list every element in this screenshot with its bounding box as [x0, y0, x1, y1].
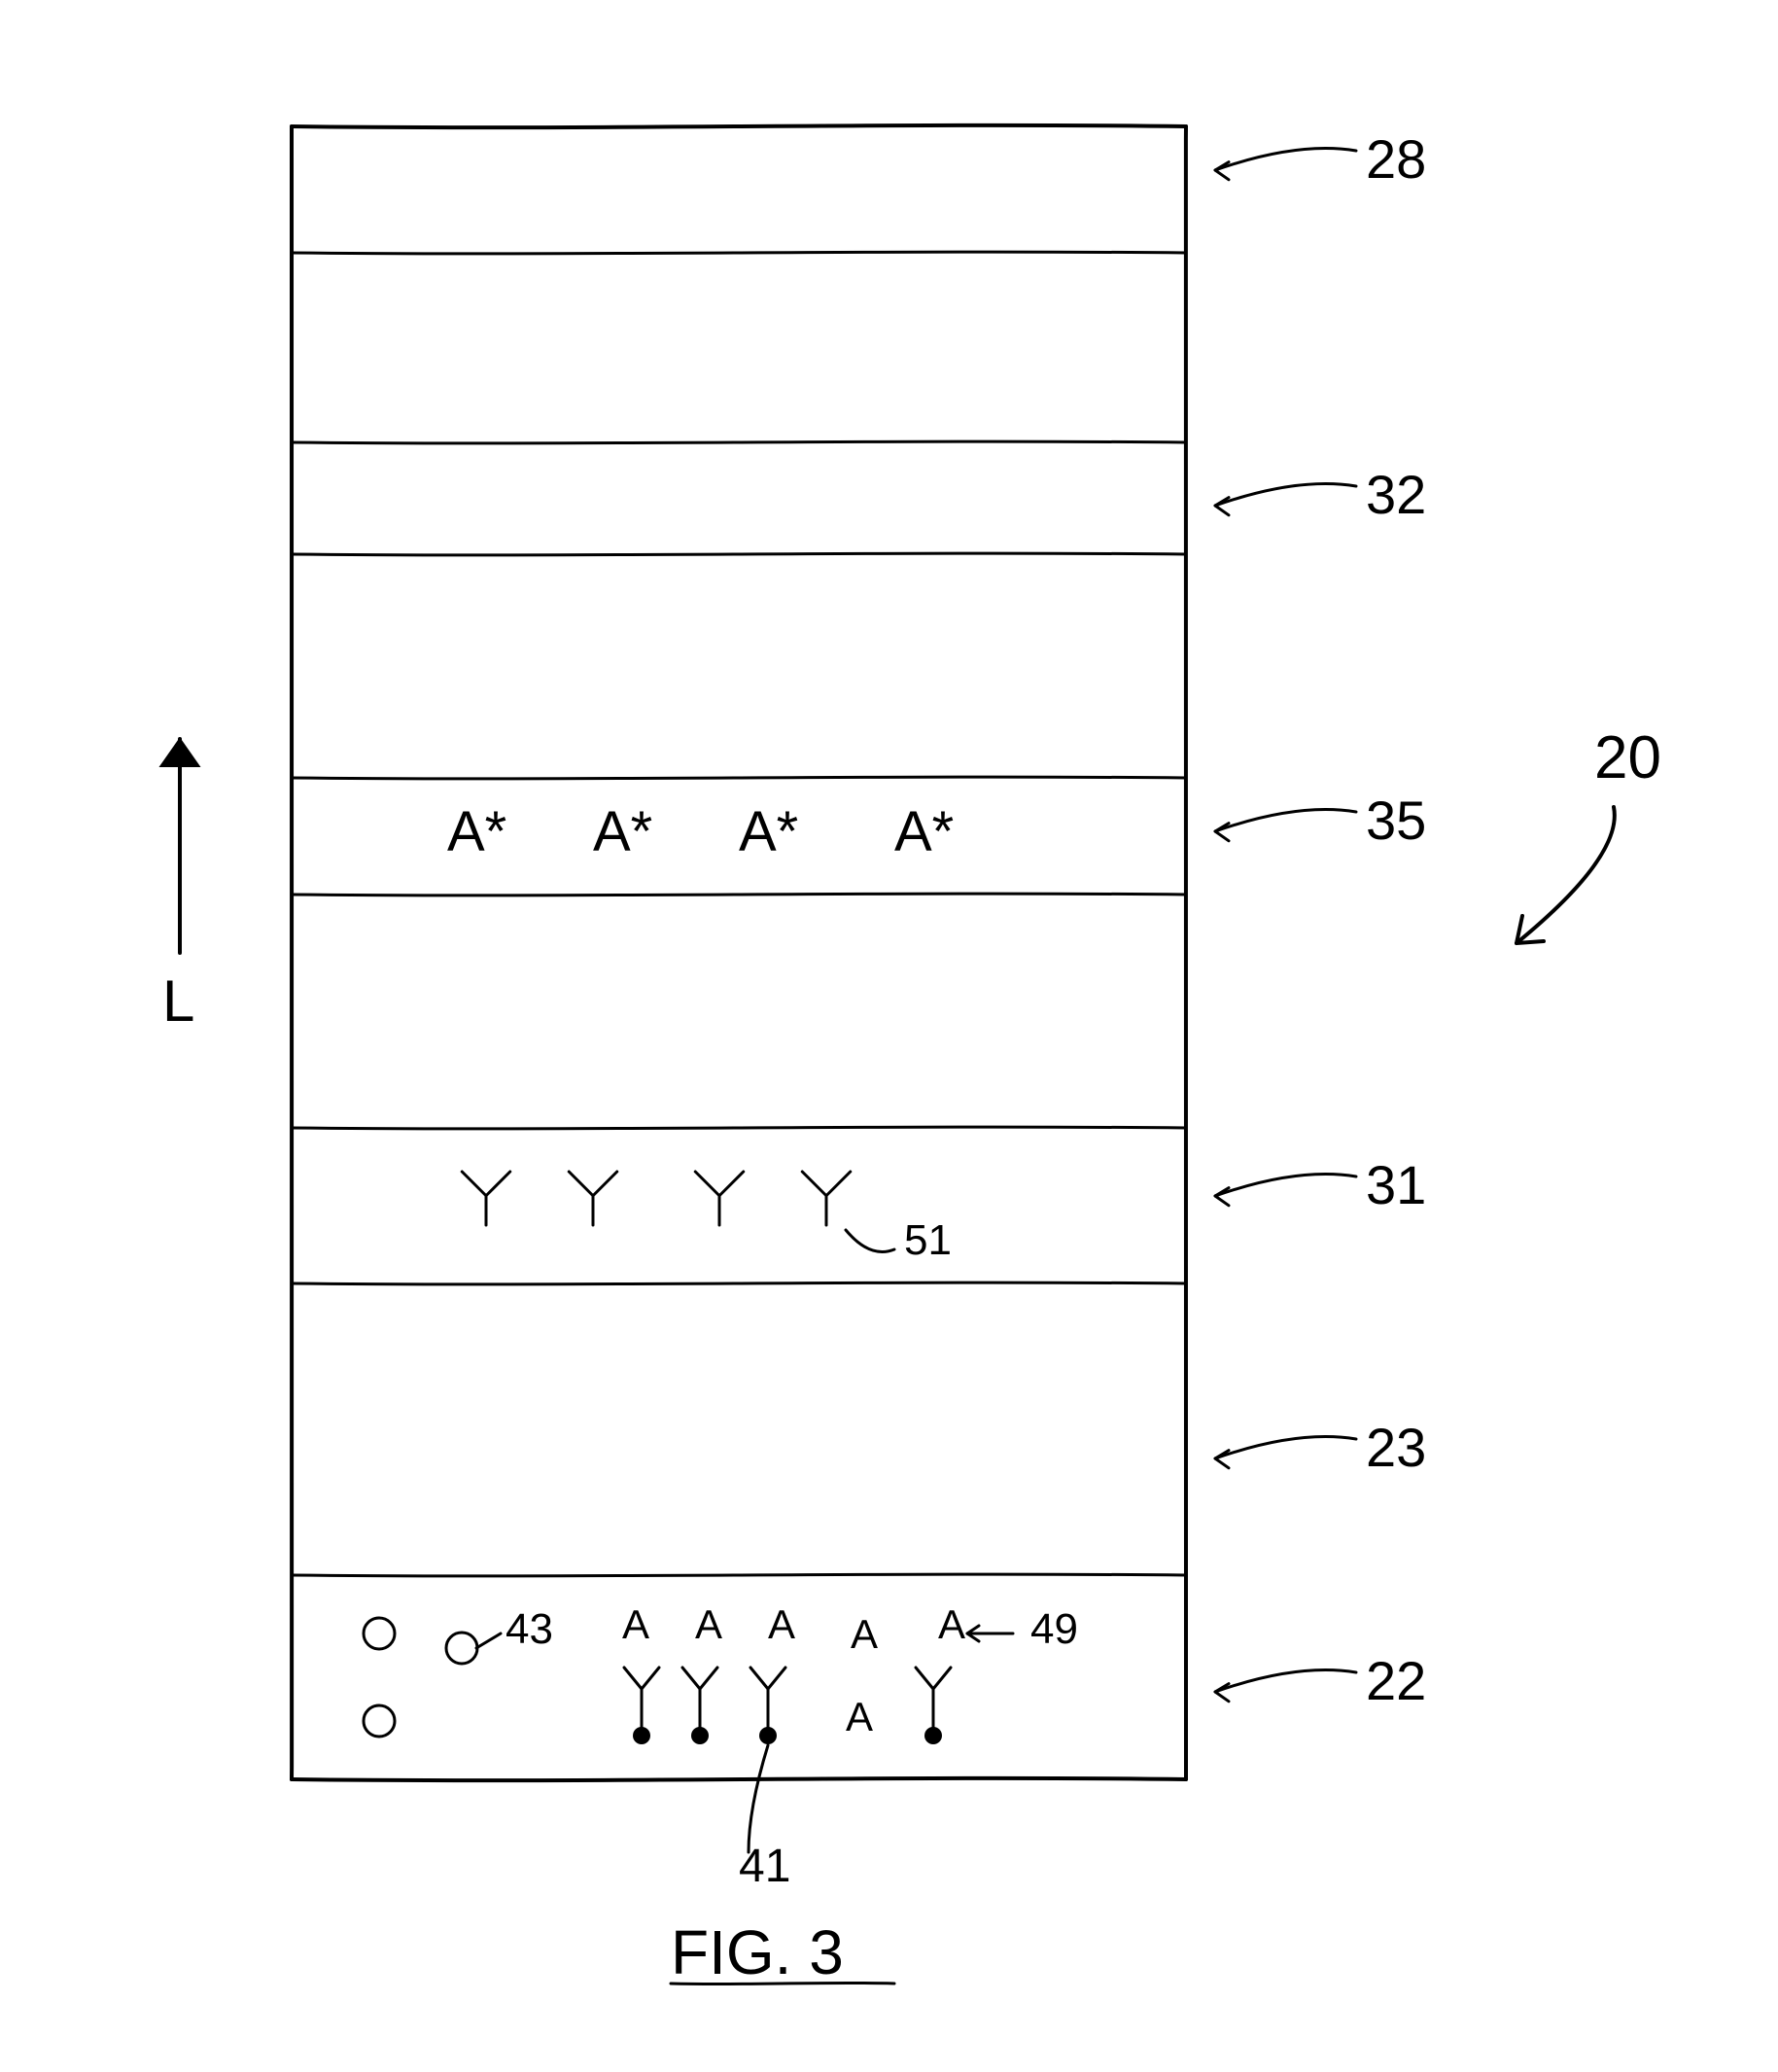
ref-label-43: 43	[506, 1605, 553, 1653]
conjugate-dot	[924, 1727, 942, 1744]
callout-label: 32	[1366, 464, 1426, 525]
band-3	[292, 777, 1186, 779]
analyte-a: A	[851, 1611, 878, 1657]
particle-circle	[364, 1705, 395, 1737]
ref-label-41: 41	[739, 1841, 790, 1892]
conjugate-dot	[759, 1727, 777, 1744]
band-8: 2243AAAAAA4941	[364, 1601, 1426, 1892]
callout-label: 23	[1366, 1417, 1426, 1478]
particle-circle	[446, 1633, 477, 1664]
callout-label: 22	[1366, 1650, 1426, 1711]
overall-ref-label: 20	[1594, 724, 1661, 791]
particle-circle	[364, 1618, 395, 1649]
conjugate-dot	[633, 1727, 650, 1744]
analyte-a: A	[938, 1601, 965, 1647]
conjugate-dot	[691, 1727, 709, 1744]
band-glyph: A*	[593, 800, 652, 863]
overall-ref: 20	[1517, 724, 1661, 943]
band-4: 35 A* A* A* A*	[292, 790, 1426, 896]
band-glyph: A*	[447, 800, 506, 863]
flow-arrow-label: L	[162, 968, 194, 1034]
analyte-a: A	[695, 1601, 722, 1647]
band-0: 28	[292, 128, 1426, 254]
flow-arrow: L	[160, 739, 198, 1034]
ref-label-49: 49	[1030, 1605, 1078, 1653]
analyte-a: A	[846, 1694, 873, 1739]
band-6: 31 51	[292, 1154, 1426, 1284]
inline-ref-label: 51	[904, 1216, 952, 1264]
callout-label: 31	[1366, 1154, 1426, 1215]
band-glyph: A*	[739, 800, 798, 863]
band-5	[292, 1127, 1186, 1129]
band-7: 23	[292, 1417, 1426, 1576]
band-1	[292, 441, 1186, 443]
callout-label: 28	[1366, 128, 1426, 190]
analyte-a: A	[768, 1601, 795, 1647]
callout-label: 35	[1366, 790, 1426, 851]
strip-box	[291, 125, 1188, 1780]
band-glyph: A*	[894, 800, 954, 863]
band-2: 32	[292, 464, 1426, 555]
figure-caption: FIG. 3	[671, 1917, 844, 1987]
analyte-a: A	[622, 1601, 649, 1647]
